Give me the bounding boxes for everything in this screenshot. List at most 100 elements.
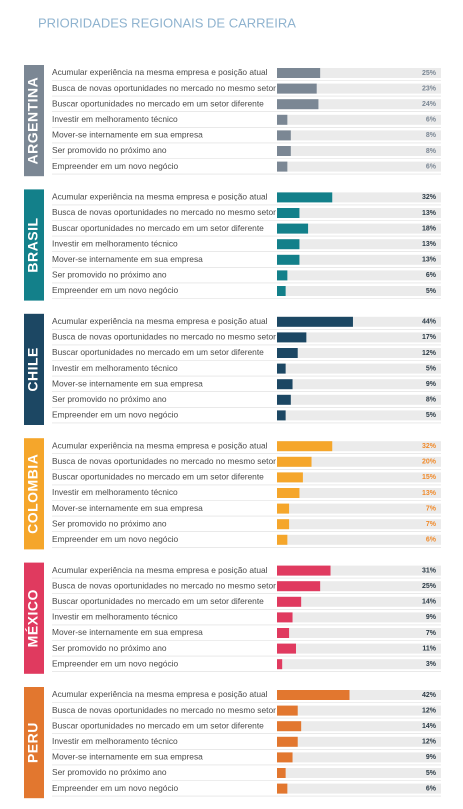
bar <box>277 768 286 778</box>
bar-track <box>277 752 441 763</box>
bar <box>277 596 302 607</box>
bar <box>277 736 298 747</box>
value-label: 8% <box>426 132 437 139</box>
page-title: PRIORIDADES REGIONAIS DE CARREIRA <box>38 15 296 30</box>
bar-track <box>277 146 441 156</box>
bar <box>277 348 298 358</box>
bar <box>277 472 303 483</box>
value-label: 9% <box>426 614 437 621</box>
value-label: 6% <box>426 163 437 170</box>
value-label: 14% <box>422 599 437 606</box>
value-label: 6% <box>426 785 437 792</box>
category-label: Empreender em um novo negócio <box>52 783 179 793</box>
bar-track <box>277 316 441 327</box>
category-label: Ser promovido no próximo ano <box>52 643 167 653</box>
bar <box>277 130 291 141</box>
category-label: Buscar oportunidades no mercado em um se… <box>52 596 264 606</box>
value-label: 7% <box>426 505 437 512</box>
value-label: 5% <box>426 288 437 295</box>
bar-track <box>277 239 441 250</box>
bar <box>277 192 333 203</box>
value-label: 44% <box>422 319 437 326</box>
bar <box>277 379 293 390</box>
value-label: 11% <box>422 645 436 652</box>
bar <box>277 643 296 654</box>
bar-track <box>277 363 441 374</box>
value-label: 15% <box>422 474 437 481</box>
bar-track <box>277 705 441 716</box>
bar <box>277 316 353 327</box>
bar-track <box>277 472 441 483</box>
value-label: 25% <box>422 583 437 590</box>
bar <box>277 581 321 592</box>
value-label: 13% <box>422 490 437 497</box>
bar <box>277 612 293 623</box>
category-label: Ser promovido no próximo ano <box>52 767 167 777</box>
value-label: 31% <box>422 567 437 574</box>
bar-track <box>277 192 441 203</box>
category-label: Busca de novas oportunidades no mercado … <box>52 207 276 217</box>
category-label: Mover-se internamente em sua empresa <box>52 130 203 140</box>
category-label: Acumular experiência na mesma empresa e … <box>52 67 268 77</box>
bar-track <box>277 223 441 234</box>
value-label: 12% <box>422 707 437 714</box>
value-label: 24% <box>422 101 437 108</box>
bar <box>277 239 300 250</box>
value-label: 32% <box>422 194 437 201</box>
bar <box>277 270 288 281</box>
value-label: 13% <box>422 210 437 217</box>
category-label: Investir em melhoramento técnico <box>52 612 178 622</box>
category-label: Investir em melhoramento técnico <box>52 238 178 248</box>
category-label: Mover-se internamente em sua empresa <box>52 752 203 762</box>
value-label: 23% <box>422 85 437 92</box>
category-label: Busca de novas oportunidades no mercado … <box>52 705 276 715</box>
country-band <box>24 438 44 550</box>
value-label: 6% <box>426 537 437 544</box>
country-label: PERU <box>25 722 41 763</box>
bar <box>277 68 321 78</box>
bar-track <box>277 690 441 700</box>
country-label: COLOMBIA <box>25 454 41 534</box>
bar <box>277 721 302 732</box>
value-label: 12% <box>422 739 437 746</box>
bar-track <box>277 114 441 125</box>
bar-track <box>277 596 441 607</box>
bar-track <box>277 379 441 390</box>
bar <box>277 223 309 234</box>
country-label: CHILE <box>25 347 41 392</box>
category-label: Investir em melhoramento técnico <box>52 736 178 746</box>
category-label: Acumular experiência na mesma empresa e … <box>52 440 268 450</box>
category-label: Empreender em um novo negócio <box>52 658 179 668</box>
bar-track <box>277 783 441 794</box>
category-label: Busca de novas oportunidades no mercado … <box>52 332 276 342</box>
country-band <box>24 65 44 177</box>
category-label: Ser promovido no próximo ano <box>52 394 167 404</box>
category-label: Ser promovido no próximo ano <box>52 145 167 155</box>
country-band <box>24 562 44 674</box>
bar-track <box>277 643 441 654</box>
bar-track <box>277 612 441 623</box>
bar-track <box>277 394 441 405</box>
bar-track <box>277 736 441 747</box>
country-label: MÉXICO <box>25 589 41 647</box>
category-label: Empreender em um novo negócio <box>52 410 179 420</box>
bar <box>277 519 290 530</box>
bar <box>277 332 307 343</box>
bar <box>277 752 293 763</box>
category-label: Mover-se internamente em sua empresa <box>52 503 203 513</box>
category-label: Acumular experiência na mesma empresa e … <box>52 689 268 699</box>
value-label: 18% <box>422 225 437 232</box>
value-label: 8% <box>426 148 437 155</box>
bar-track <box>277 519 441 530</box>
category-label: Buscar oportunidades no mercado em um se… <box>52 472 264 482</box>
bar <box>277 286 286 296</box>
category-label: Mover-se internamente em sua empresa <box>52 378 203 388</box>
bar <box>277 254 300 265</box>
category-label: Investir em melhoramento técnico <box>52 114 178 124</box>
bar <box>277 363 286 374</box>
bar-track <box>277 628 441 638</box>
value-label: 9% <box>426 381 437 388</box>
bar <box>277 783 288 794</box>
category-label: Ser promovido no próximo ano <box>52 518 167 528</box>
